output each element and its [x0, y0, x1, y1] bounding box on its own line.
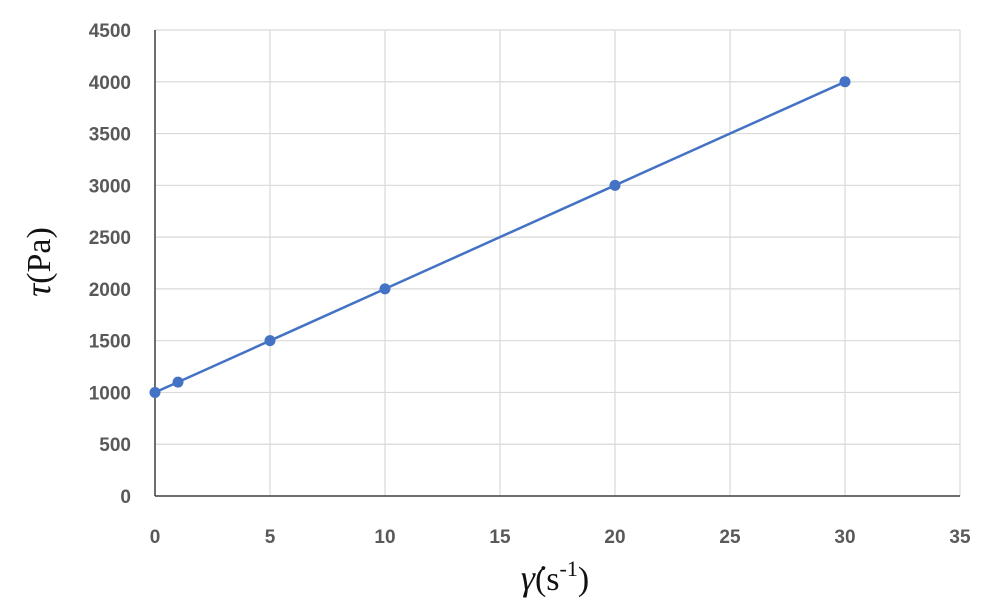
- x-tick-label: 35: [949, 527, 971, 548]
- y-tick-label: 1500: [89, 332, 131, 353]
- y-tick-label: 4500: [89, 21, 131, 42]
- data-point: [379, 283, 391, 295]
- y-tick-label: 2500: [89, 228, 131, 249]
- x-tick-label: 0: [150, 527, 161, 548]
- y-tick-label: 3500: [89, 125, 131, 146]
- y-axis-unit: (Pa): [21, 227, 58, 284]
- y-axis-symbol: τ: [18, 283, 58, 297]
- x-tick-label: 5: [265, 527, 276, 548]
- y-tick-label: 0: [120, 487, 131, 508]
- grid: [154, 29, 961, 497]
- y-tick-labels: 0 500 1000 1500 2000 2500 3000 3500 4000 4500: [89, 21, 131, 508]
- x-tick-label: 20: [604, 527, 625, 548]
- y-axis-title: τ(Pa): [18, 227, 58, 297]
- data-point: [609, 179, 621, 191]
- x-axis-unit-exponent: -1: [560, 556, 578, 581]
- y-tick-label: 500: [99, 435, 131, 456]
- data-point: [172, 376, 184, 388]
- data-point: [264, 335, 276, 347]
- x-axis-unit-open: (s: [535, 561, 560, 598]
- axes: [154, 30, 960, 497]
- x-tick-label: 25: [719, 527, 741, 548]
- x-axis-unit-close: ): [578, 561, 589, 598]
- series-group: [149, 76, 851, 398]
- data-point: [839, 76, 851, 88]
- y-tick-label: 4000: [89, 73, 131, 94]
- y-tick-label: 1000: [89, 383, 131, 404]
- x-tick-label: 10: [374, 527, 395, 548]
- data-point: [149, 386, 161, 398]
- x-axis-title: γ̇(s-1): [521, 556, 589, 598]
- x-tick-labels: 0 5 10 15 20 25 30 35: [150, 527, 971, 548]
- y-tick-label: 3000: [89, 176, 131, 197]
- y-tick-label: 2000: [89, 280, 131, 301]
- x-tick-label: 15: [489, 527, 511, 548]
- x-tick-label: 30: [834, 527, 855, 548]
